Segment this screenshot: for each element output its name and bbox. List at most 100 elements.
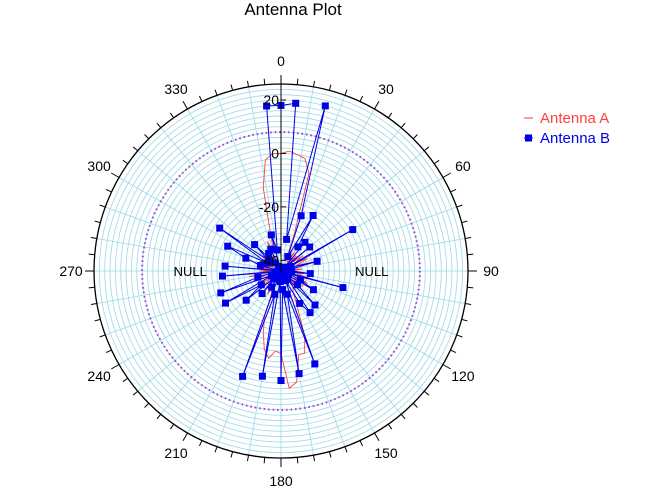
angle-tick (387, 112, 393, 119)
angle-tick-label: 180 (269, 473, 293, 489)
angle-tick-label: 270 (59, 263, 83, 279)
antenna-b-marker (301, 238, 309, 246)
angle-tick (423, 390, 430, 396)
angle-tick-label: 30 (378, 81, 394, 97)
grid-spoke (105, 206, 282, 272)
angle-tick (105, 349, 112, 354)
series-layer (216, 99, 357, 390)
angle-tick (156, 122, 162, 129)
angle-tick (263, 457, 266, 464)
reference-ring-circle (141, 131, 421, 411)
grid-spoke (216, 95, 282, 272)
antenna-b-marker (265, 257, 273, 265)
angle-tick (328, 84, 332, 91)
antenna-a-legend-label: Antenna A (540, 110, 609, 127)
angle-tick (412, 134, 418, 140)
antenna-b-marker (292, 99, 300, 107)
angle-tick (182, 432, 188, 441)
angle-tick (461, 220, 468, 224)
grid-spoke (137, 150, 282, 272)
angle-tick (105, 188, 112, 193)
angle-tick (94, 220, 101, 224)
radial-tick-label: -20 (259, 199, 279, 215)
angle-tick (90, 302, 97, 306)
angle-tick-label: 60 (455, 158, 471, 174)
annotations: NULL NULL (174, 264, 389, 279)
angle-tick-label: 300 (87, 158, 111, 174)
angle-tick (442, 364, 451, 370)
antenna-b-marker (265, 250, 273, 257)
angle-tick (467, 286, 474, 289)
chart-title: Antenna Plot (244, 0, 342, 19)
antenna-b-marker (267, 245, 275, 253)
antenna-b-marker (293, 281, 301, 289)
antenna-b-legend-label: Antenna B (540, 130, 610, 147)
antenna-b-marker (281, 270, 289, 278)
angle-tick (122, 377, 129, 383)
antenna-b-marker (268, 283, 276, 291)
angle-tick (465, 302, 472, 306)
angle-tick (461, 318, 468, 322)
null-annotation: NULL (355, 264, 388, 279)
antenna-b-marker (217, 289, 225, 297)
antenna-b-marker (221, 262, 229, 270)
antenna-b-marker (270, 259, 278, 267)
antenna-b-marker (297, 212, 305, 220)
antenna-b-marker (349, 226, 357, 234)
antenna-b-marker (256, 262, 264, 269)
angle-tick (344, 89, 348, 96)
angle-tick-label: 0 (277, 53, 285, 69)
grid-spoke (105, 270, 282, 336)
antenna-b-marker (239, 372, 247, 380)
angle-tick (359, 95, 364, 102)
angle-tick-label: 240 (87, 368, 111, 384)
angle-tick (198, 440, 203, 447)
angle-tick (169, 423, 175, 430)
antenna-b-marker (296, 299, 304, 307)
antenna-b-marker (267, 272, 275, 279)
grid-spoke (118, 177, 282, 272)
antenna-b-marker (271, 290, 279, 298)
angle-tick (465, 236, 472, 240)
antenna-b-marker (254, 273, 262, 281)
antenna-b-marker (283, 235, 291, 243)
angle-tick (132, 390, 139, 396)
antenna-b-marker (273, 246, 281, 254)
angle-tick (359, 440, 364, 447)
antenna-b-marker (274, 262, 282, 270)
angle-tick (263, 78, 266, 85)
grid-spoke (96, 238, 282, 272)
angle-tick (230, 84, 234, 91)
angle-tick (400, 413, 406, 420)
angle-tick (214, 89, 218, 96)
antenna-b-marker (242, 254, 250, 262)
antenna-b-marker (294, 243, 302, 251)
angle-tick (296, 78, 299, 85)
angle-tick-label: 90 (483, 263, 499, 279)
angle-tick (99, 334, 106, 338)
antenna-b-marker (216, 224, 224, 232)
grid-spoke (248, 86, 282, 272)
radial-tick-label: 20 (263, 92, 279, 108)
angle-tick (433, 159, 440, 165)
antenna-b-marker (251, 241, 259, 249)
angle-tick (156, 413, 162, 420)
grid-spoke (187, 108, 282, 272)
grid-spoke (160, 127, 282, 272)
grid-spoke (280, 238, 466, 272)
antenna-b-marker (279, 286, 287, 294)
antenna-b-marker (321, 102, 329, 110)
angle-tick (88, 253, 95, 256)
antenna-b-marker (224, 242, 232, 250)
reference-ring (141, 131, 421, 411)
angle-tick (412, 402, 418, 408)
antenna-b-marker (311, 360, 319, 368)
antenna-b-marker (267, 231, 275, 239)
antenna-b-marker (257, 281, 265, 289)
antenna-b-marker (309, 212, 317, 219)
antenna-b-marker (222, 299, 229, 307)
angle-tick (198, 95, 203, 102)
angle-tick (442, 172, 451, 178)
antenna-b-marker (313, 257, 321, 265)
